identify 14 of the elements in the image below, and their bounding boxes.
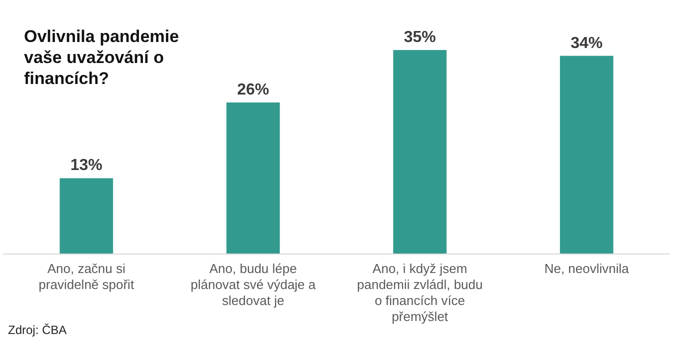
data-label: 35%: [404, 29, 436, 46]
bar: [393, 50, 447, 254]
data-label: 13%: [70, 157, 102, 174]
x-tick-label: Ano, začnu si pravidelně spořit: [38, 261, 134, 292]
bar: [60, 178, 114, 254]
data-label: 26%: [237, 81, 270, 98]
chart-title: Ovlivnila pandemie vaše uvažování o financích?: [24, 27, 179, 88]
x-tick-label: Ne, neovlivnila: [544, 261, 630, 276]
x-tick-label: Ano, i když jsem pandemii zvládl, budu o financích více přemýšlet: [357, 261, 483, 324]
text: Zdroj: ČBA: [8, 323, 67, 337]
data-label: 34%: [570, 34, 603, 52]
x-tick-label: Ano, budu lépe plánovat své výdaje a sledovat je: [190, 261, 316, 308]
bar: [226, 102, 280, 254]
bar: [560, 56, 614, 254]
